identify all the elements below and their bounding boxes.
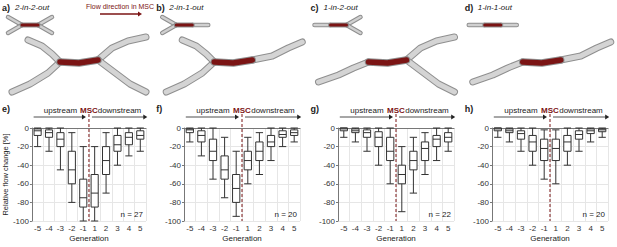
svg-text:1-in-1-out: 1-in-1-out — [478, 3, 513, 12]
svg-text:1: 1 — [400, 224, 405, 233]
svg-text:Generation: Generation — [376, 234, 416, 243]
svg-text:MSC: MSC — [541, 106, 559, 115]
svg-text:-3: -3 — [209, 224, 217, 233]
svg-text:upstream: upstream — [350, 106, 384, 115]
svg-text:-40: -40 — [169, 161, 181, 170]
svg-text:-1: -1 — [233, 224, 241, 233]
svg-text:-3: -3 — [363, 224, 371, 233]
svg-text:downstream: downstream — [559, 106, 603, 115]
svg-text:-1: -1 — [80, 224, 88, 233]
svg-text:Generation: Generation — [530, 234, 570, 243]
svg-text:1: 1 — [554, 224, 559, 233]
svg-text:-100: -100 — [13, 217, 30, 226]
svg-text:3: 3 — [269, 224, 274, 233]
svg-text:-60: -60 — [17, 179, 29, 188]
svg-text:-1: -1 — [387, 224, 395, 233]
svg-text:-1: -1 — [541, 224, 549, 233]
svg-text:2: 2 — [565, 224, 570, 233]
svg-text:h): h) — [465, 104, 474, 114]
svg-text:2: 2 — [104, 224, 109, 233]
svg-text:MSC: MSC — [233, 106, 251, 115]
svg-text:4: 4 — [127, 224, 132, 233]
svg-text:1: 1 — [92, 224, 97, 233]
svg-text:4: 4 — [280, 224, 285, 233]
svg-text:-4: -4 — [352, 224, 360, 233]
svg-text:5: 5 — [446, 224, 451, 233]
svg-text:1: 1 — [246, 224, 251, 233]
svg-text:5: 5 — [138, 224, 143, 233]
svg-text:-4: -4 — [506, 224, 514, 233]
svg-text:2: 2 — [257, 224, 262, 233]
svg-text:downstream: downstream — [251, 106, 295, 115]
svg-text:0: 0 — [177, 124, 182, 133]
svg-text:3: 3 — [115, 224, 120, 233]
svg-text:-2: -2 — [375, 224, 383, 233]
svg-text:c): c) — [311, 3, 319, 13]
svg-text:2-in-1-out: 2-in-1-out — [168, 3, 204, 12]
svg-text:Flow direction in MSC: Flow direction in MSC — [86, 3, 154, 10]
svg-text:upstream: upstream — [504, 106, 538, 115]
svg-text:4: 4 — [588, 224, 593, 233]
svg-text:-4: -4 — [45, 224, 53, 233]
svg-text:f): f) — [156, 104, 162, 114]
svg-text:-4: -4 — [198, 224, 206, 233]
svg-text:-3: -3 — [57, 224, 65, 233]
svg-text:0: 0 — [485, 124, 490, 133]
svg-text:n = 22: n = 22 — [429, 210, 452, 219]
svg-text:-60: -60 — [477, 179, 489, 188]
svg-text:upstream: upstream — [44, 106, 78, 115]
svg-text:downstream: downstream — [405, 106, 449, 115]
svg-text:2-in-2-out: 2-in-2-out — [14, 3, 50, 12]
svg-text:n = 20: n = 20 — [275, 210, 298, 219]
svg-text:e): e) — [2, 104, 10, 114]
svg-text:0: 0 — [24, 124, 29, 133]
svg-text:Generation: Generation — [69, 234, 109, 243]
svg-text:d): d) — [465, 3, 474, 13]
svg-text:-100: -100 — [319, 217, 336, 226]
svg-text:0: 0 — [331, 124, 336, 133]
svg-text:-20: -20 — [17, 142, 29, 151]
svg-text:Relative flow change [%]: Relative flow change [%] — [1, 133, 10, 215]
svg-text:-20: -20 — [169, 142, 181, 151]
svg-text:-40: -40 — [323, 161, 335, 170]
svg-text:-2: -2 — [529, 224, 537, 233]
svg-text:1-in-2-out: 1-in-2-out — [324, 3, 359, 12]
svg-text:-80: -80 — [323, 198, 335, 207]
svg-text:MSC: MSC — [387, 106, 405, 115]
svg-text:4: 4 — [434, 224, 439, 233]
svg-text:-60: -60 — [169, 179, 181, 188]
svg-text:2: 2 — [411, 224, 416, 233]
svg-text:-80: -80 — [17, 198, 29, 207]
svg-text:-5: -5 — [494, 224, 502, 233]
svg-text:-3: -3 — [517, 224, 525, 233]
svg-text:-5: -5 — [34, 224, 42, 233]
svg-text:n = 27: n = 27 — [121, 210, 144, 219]
svg-text:-60: -60 — [323, 179, 335, 188]
svg-text:-5: -5 — [186, 224, 194, 233]
svg-text:-100: -100 — [473, 217, 490, 226]
svg-text:-80: -80 — [169, 198, 181, 207]
svg-text:-100: -100 — [165, 217, 182, 226]
svg-text:MSC: MSC — [80, 106, 98, 115]
svg-text:-20: -20 — [477, 142, 489, 151]
svg-text:-40: -40 — [477, 161, 489, 170]
svg-text:-2: -2 — [68, 224, 76, 233]
svg-text:-80: -80 — [477, 198, 489, 207]
svg-text:upstream: upstream — [196, 106, 230, 115]
svg-text:-20: -20 — [323, 142, 335, 151]
svg-text:-2: -2 — [221, 224, 229, 233]
svg-text:downstream: downstream — [98, 106, 142, 115]
svg-text:5: 5 — [292, 224, 297, 233]
svg-text:a): a) — [2, 3, 10, 13]
svg-text:-5: -5 — [340, 224, 348, 233]
svg-text:b): b) — [156, 3, 165, 13]
svg-text:g): g) — [311, 104, 320, 114]
svg-text:Generation: Generation — [222, 234, 262, 243]
svg-text:3: 3 — [423, 224, 428, 233]
svg-text:n = 20: n = 20 — [583, 210, 606, 219]
svg-text:-40: -40 — [17, 161, 29, 170]
svg-text:5: 5 — [600, 224, 605, 233]
svg-text:3: 3 — [577, 224, 582, 233]
